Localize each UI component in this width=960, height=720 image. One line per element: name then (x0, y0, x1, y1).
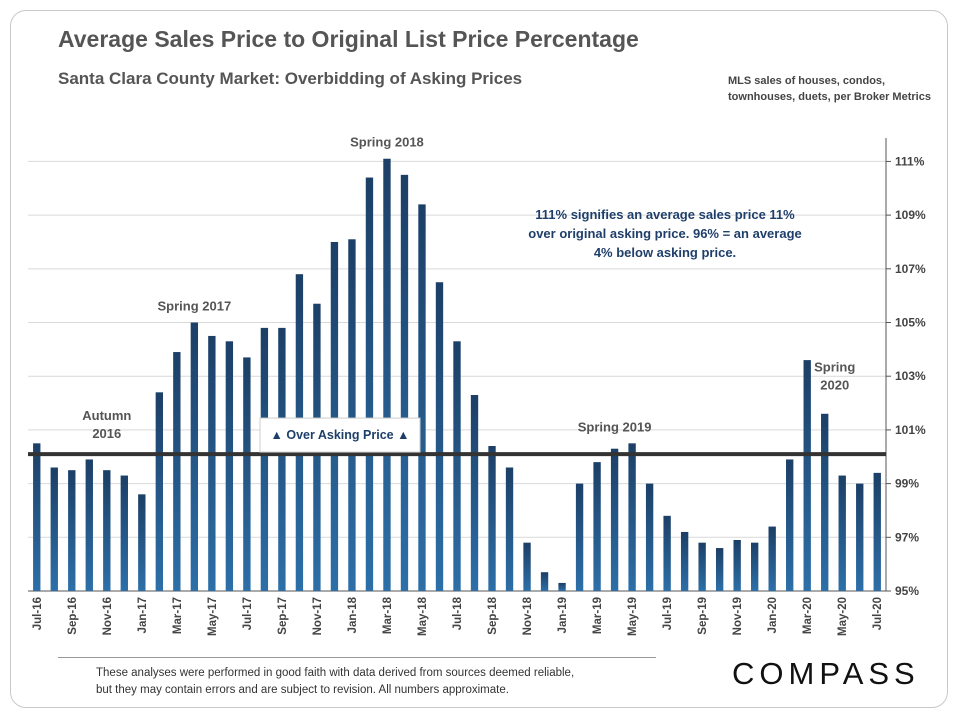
x-tick-label: Mar-18 (382, 596, 394, 634)
bar-jun-19 (645, 483, 654, 591)
x-tick-label: Jul-19 (662, 597, 674, 630)
bar-jan-18 (348, 239, 356, 591)
x-tick-label: Jan-20 (767, 597, 779, 633)
footer-divider (58, 657, 656, 658)
source-note: MLS sales of houses, condos, townhouses,… (728, 75, 931, 103)
bar-apr-19 (610, 448, 619, 591)
x-tick-label: Nov-16 (102, 597, 114, 635)
x-tick-label: Sep-17 (277, 597, 289, 635)
over-asking-label: ▲ Over Asking Price ▲ (271, 428, 410, 442)
bar-sep-18 (488, 446, 496, 591)
over-asking-label-box (259, 417, 421, 453)
x-tick-label: Jul-20 (872, 597, 884, 630)
season-annotation: Spring 2018 (350, 135, 424, 150)
x-tick-label: Jul-17 (242, 597, 254, 630)
bar-mar-17 (173, 352, 181, 591)
bar-jun-18 (435, 282, 444, 591)
x-tick-label: Sep-18 (487, 596, 499, 634)
bar-feb-19 (575, 483, 584, 591)
x-tick-label: Nov-19 (732, 597, 744, 635)
x-tick-label: Sep-16 (67, 597, 79, 635)
bar-apr-17 (190, 322, 199, 591)
chart-subtitle: Santa Clara County Market: Overbidding o… (58, 69, 523, 88)
season-annotation: Spring 2017 (157, 299, 231, 314)
bar-jun-17 (225, 341, 234, 591)
bar-oct-16 (85, 459, 93, 591)
x-tick-label: Jan-17 (137, 597, 149, 633)
bar-sep-17 (278, 327, 286, 591)
chart-title: Average Sales Price to Original List Pri… (58, 26, 639, 52)
bar-dec-17 (330, 241, 339, 591)
bar-mar-18 (383, 158, 391, 592)
x-tick-label: May-18 (417, 596, 429, 636)
bar-jan-20 (768, 526, 776, 591)
x-tick-label: May-17 (207, 597, 219, 636)
bar-jan-19 (558, 582, 566, 591)
x-tick-label: Mar-20 (802, 597, 814, 634)
bar-nov-16 (103, 470, 111, 591)
y-tick-label: 107% (895, 262, 926, 276)
bar-jul-17 (243, 357, 251, 591)
x-tick-label: Sep-19 (697, 597, 709, 635)
y-tick-label: 101% (895, 423, 926, 437)
bar-mar-20 (803, 360, 811, 591)
bar-sep-16 (68, 470, 76, 591)
bar-jan-17 (138, 494, 146, 591)
bar-feb-18 (365, 177, 374, 592)
bar-dec-18 (540, 572, 549, 591)
bar-jul-18 (453, 341, 461, 591)
bar-dec-19 (750, 542, 759, 591)
x-tick-label: Jan-19 (557, 597, 569, 633)
explanation-text: 111% signifies an average sales price 11… (528, 207, 802, 260)
x-tick-label: May-19 (627, 597, 639, 636)
bar-may-17 (208, 335, 216, 591)
bar-dec-16 (120, 475, 128, 591)
bar-jul-19 (663, 515, 671, 591)
bar-feb-20 (786, 459, 794, 591)
bar-aug-16 (50, 467, 58, 591)
bar-oct-18 (505, 467, 514, 591)
bar-jul-20 (873, 472, 881, 591)
bar-nov-19 (733, 539, 741, 591)
bar-jul-16 (33, 443, 41, 591)
bar-jun-20 (856, 483, 864, 591)
y-tick-label: 109% (895, 208, 926, 222)
season-annotation: Spring 2020 (814, 359, 855, 392)
y-tick-label: 111% (895, 154, 925, 168)
slide-frame (10, 10, 948, 708)
bar-may-20 (838, 475, 846, 591)
x-tick-label: Mar-19 (592, 597, 604, 634)
bar-aug-19 (680, 531, 689, 591)
y-tick-label: 99% (895, 477, 919, 491)
x-tick-label: Mar-17 (172, 597, 184, 634)
disclaimer-text: These analyses were performed in good fa… (96, 667, 575, 696)
y-tick-label: 105% (895, 316, 926, 330)
x-tick-label: Nov-18 (522, 596, 534, 635)
y-tick-label: 97% (895, 530, 919, 544)
bar-apr-20 (821, 413, 829, 591)
season-annotation: Spring 2019 (578, 419, 652, 434)
x-tick-label: Jan-18 (347, 596, 359, 633)
bar-apr-18 (400, 174, 409, 591)
x-tick-label: Nov-17 (312, 597, 324, 635)
bar-sep-19 (698, 542, 706, 591)
y-tick-label: 103% (895, 369, 926, 383)
bar-may-18 (418, 204, 426, 591)
bar-mar-19 (593, 462, 601, 591)
x-tick-label: May-20 (837, 597, 849, 636)
bar-feb-17 (155, 392, 164, 591)
x-tick-label: Jul-16 (32, 597, 44, 630)
season-annotation: Autumn 2016 (82, 408, 131, 441)
bar-aug-18 (470, 395, 479, 591)
bar-aug-17 (260, 327, 269, 591)
bar-oct-19 (715, 548, 724, 591)
y-tick-label: 95% (895, 584, 919, 598)
compass-logo: COMPASS (732, 656, 920, 691)
x-tick-label: Jul-18 (452, 596, 464, 630)
bar-nov-18 (523, 542, 531, 591)
bar-may-19 (628, 443, 636, 591)
